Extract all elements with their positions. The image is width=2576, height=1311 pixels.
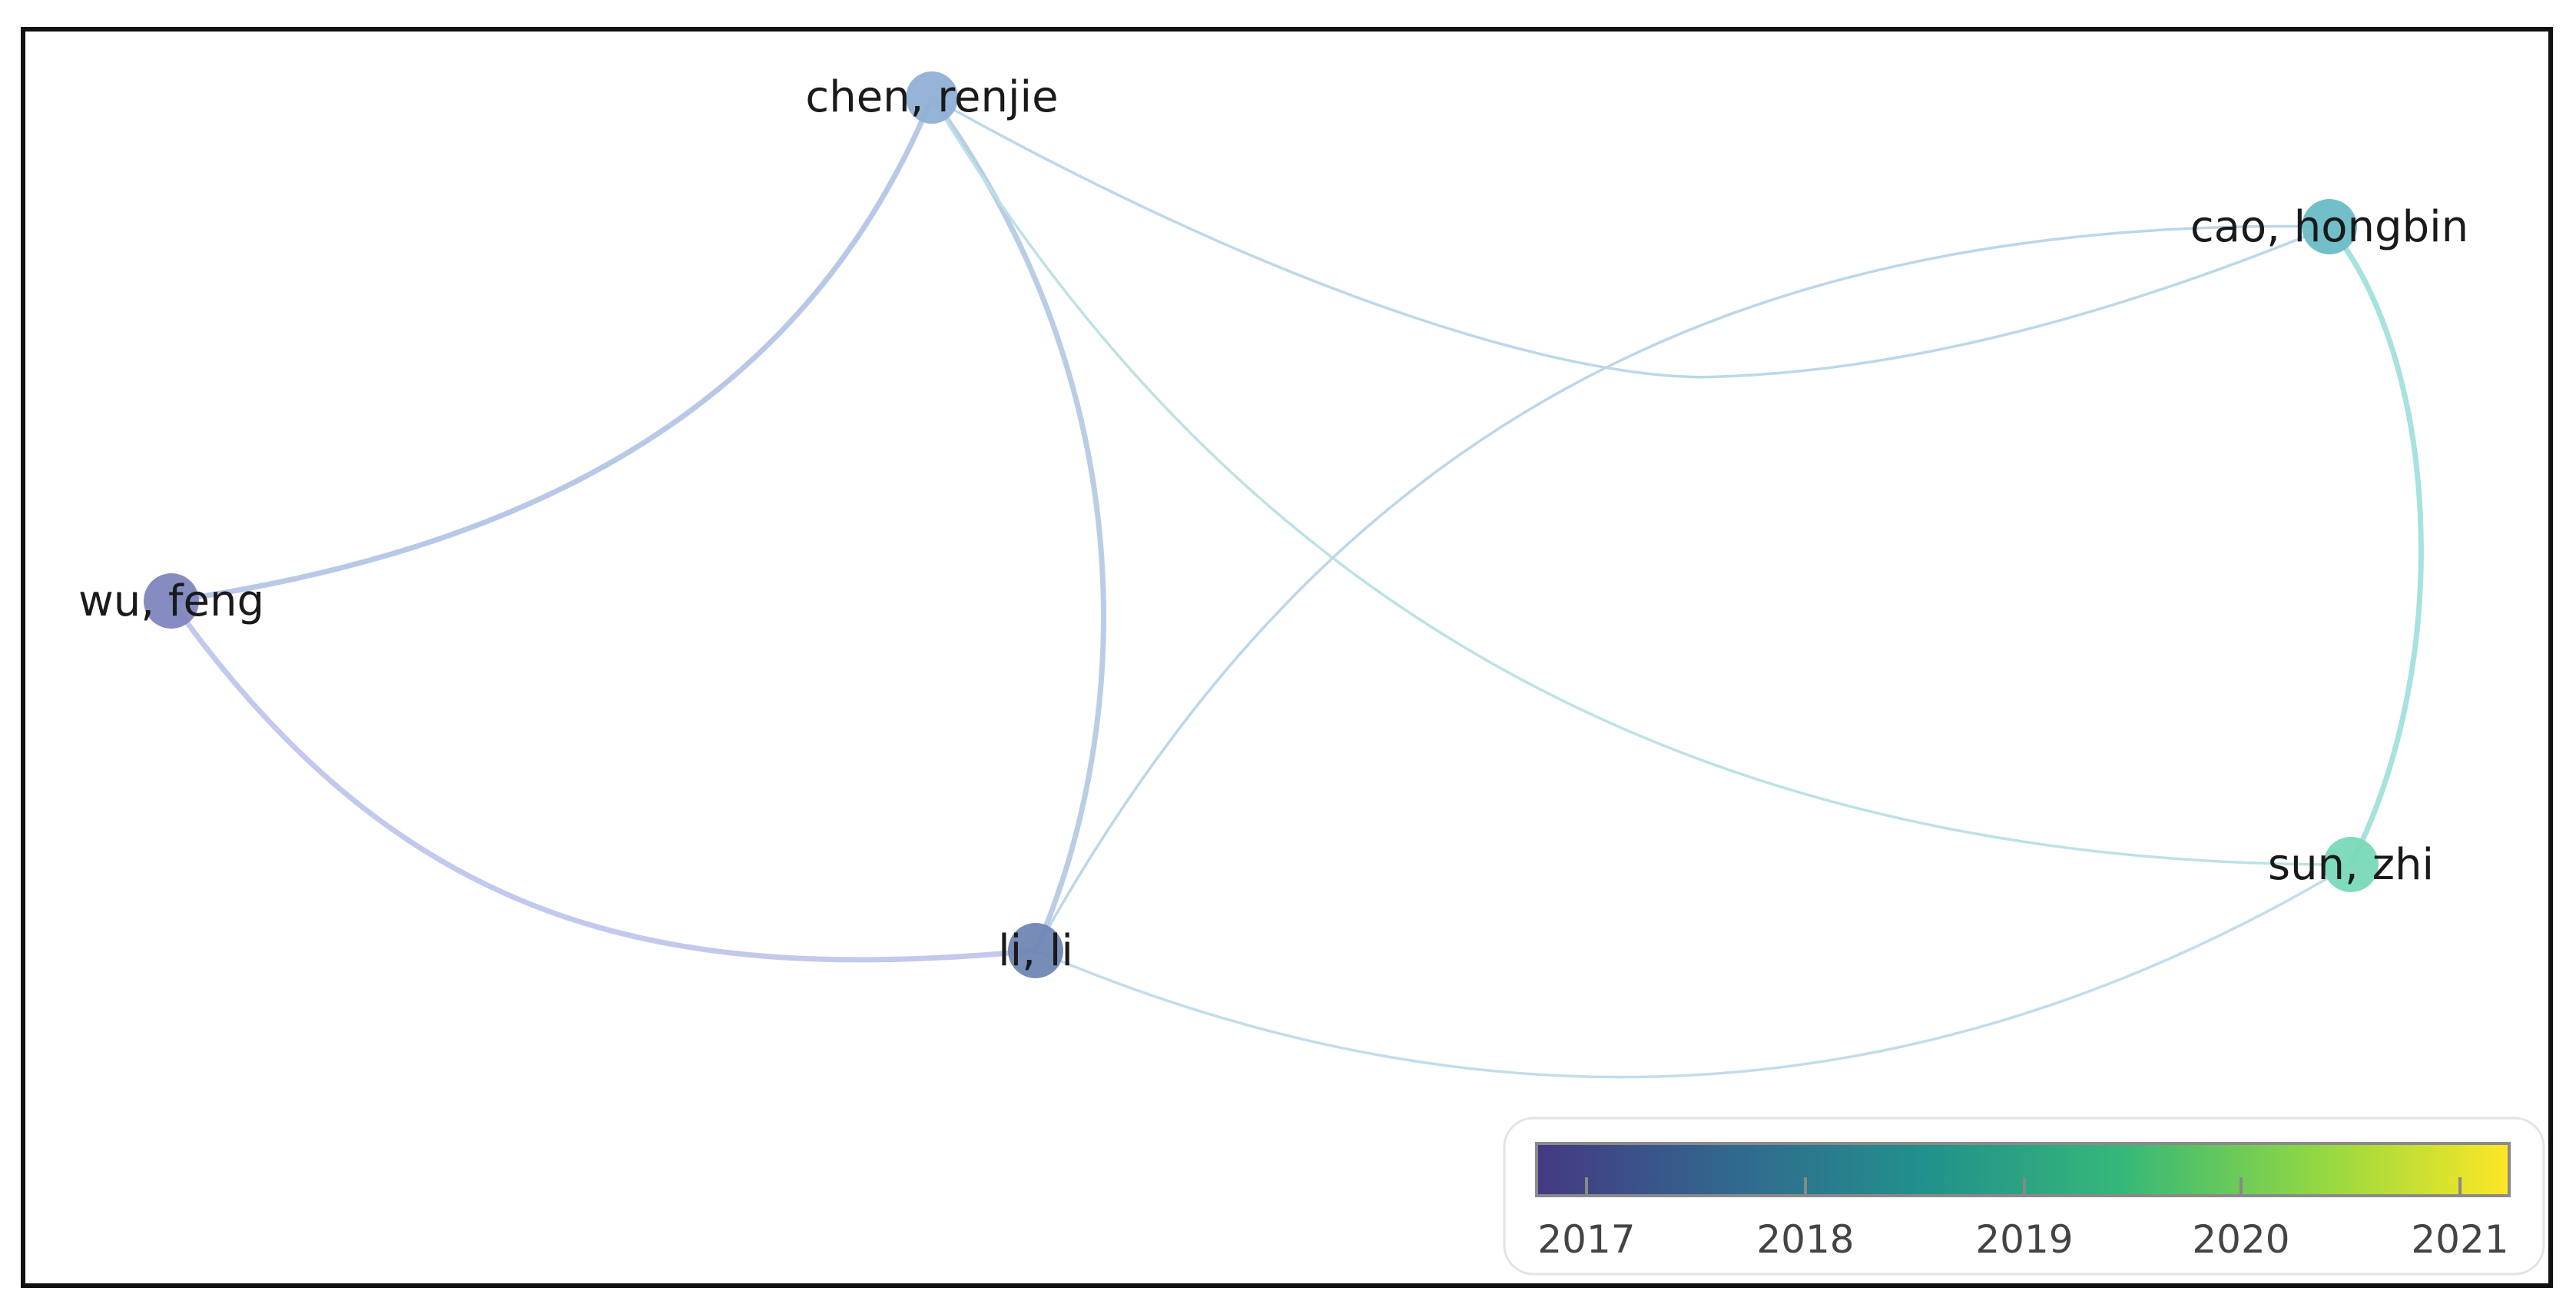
- edge-wu-li: [168, 598, 1039, 963]
- plot-frame: [21, 27, 2553, 1288]
- edge-chen-wu: [168, 95, 935, 604]
- edge-li-cao: [1034, 224, 2331, 952]
- colorbar-tick-label: 2021: [2411, 1217, 2508, 1262]
- colorbar-tick-label: 2017: [1537, 1217, 1635, 1262]
- edge-cao-sun: [2326, 224, 2424, 868]
- node-label: wu, feng: [78, 576, 264, 626]
- node-label: cao, hongbin: [2190, 202, 2468, 252]
- node-cao-hongbin[interactable]: cao, hongbin: [2190, 199, 2468, 254]
- node-marker: [2302, 199, 2357, 254]
- edge-chen-cao: [930, 96, 2331, 379]
- node-sun-zhi[interactable]: sun, zhi: [2268, 837, 2434, 892]
- node-li-li[interactable]: li, li: [998, 923, 1073, 978]
- colorbar-ticks: [1585, 1177, 2462, 1196]
- node-label: chen, renjie: [805, 72, 1058, 122]
- edge-chen-sun: [930, 96, 2352, 866]
- node-marker: [906, 71, 958, 124]
- node-marker: [144, 573, 199, 629]
- node-chen-renjie[interactable]: chen, renjie: [805, 71, 1059, 124]
- edges: [168, 95, 2424, 1079]
- colorbar-tick-label: 2020: [2192, 1217, 2289, 1262]
- node-label: sun, zhi: [2268, 840, 2434, 890]
- colorbar-tick-label: 2018: [1756, 1217, 1854, 1262]
- node-label: li, li: [998, 926, 1073, 976]
- node-wu-feng[interactable]: wu, feng: [78, 573, 264, 629]
- node-marker: [1008, 923, 1063, 978]
- node-marker: [2323, 837, 2379, 892]
- edge-li-sun: [1034, 863, 2352, 1079]
- colorbar-tick-label: 2019: [1975, 1217, 2073, 1262]
- edge-chen-li: [929, 95, 1106, 954]
- nodes: chen, renjie cao, hongbin wu, feng li, l…: [78, 71, 2468, 978]
- colorbar-legend: 2017 2018 2019 2020 2021: [1503, 1117, 2545, 1276]
